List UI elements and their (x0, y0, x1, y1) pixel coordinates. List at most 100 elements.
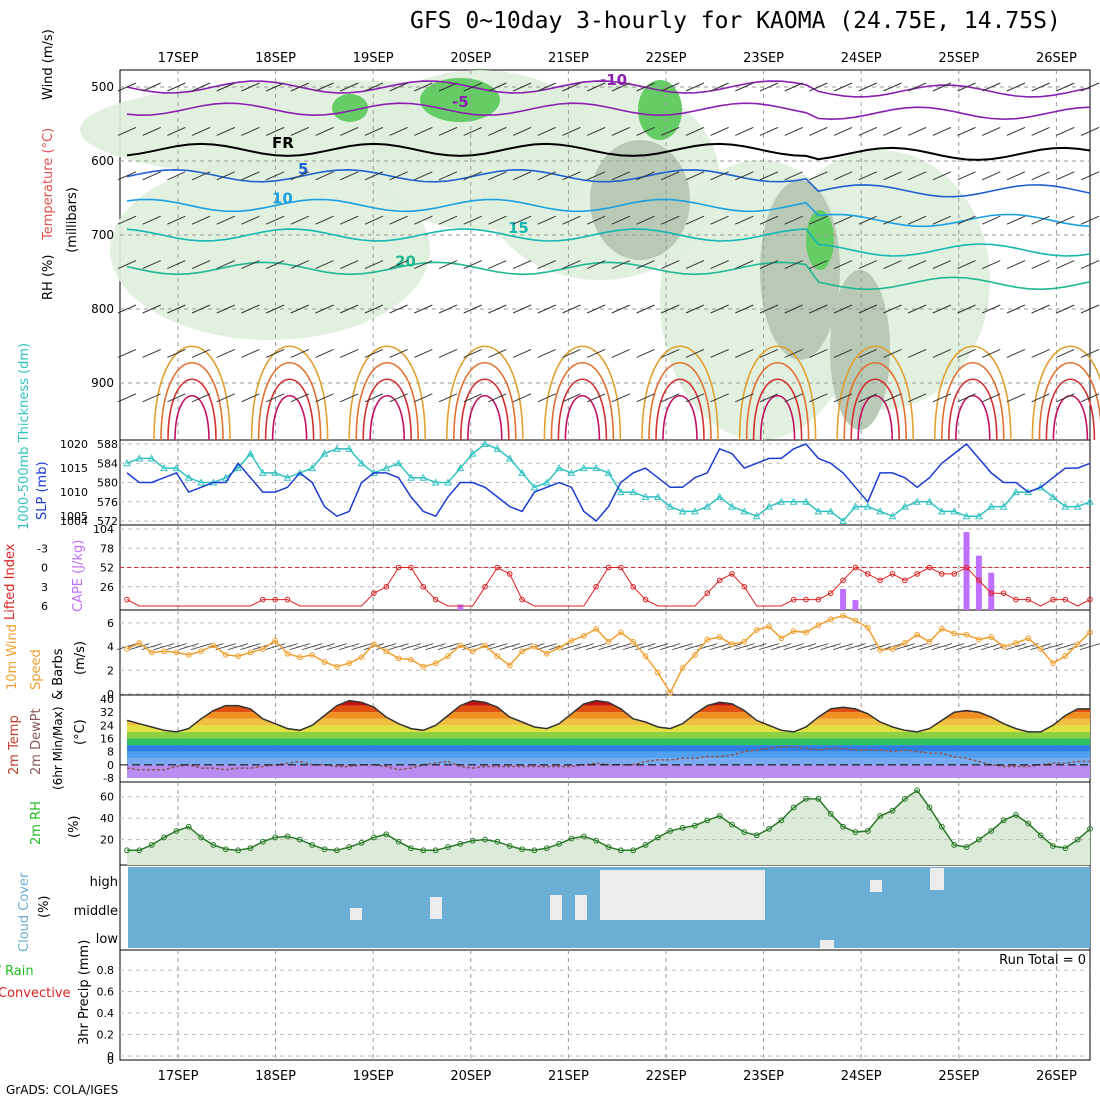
wind-speed-line-point (766, 623, 772, 630)
rh-line-point (346, 844, 353, 850)
wind-speed-line-point (901, 640, 908, 646)
wind-speed-line-point (321, 659, 328, 665)
li-point (1050, 596, 1056, 603)
li-point (420, 583, 427, 590)
wind-barb (809, 82, 828, 92)
wind-speed-line-point (1000, 643, 1007, 650)
rh-line-point (1050, 843, 1056, 849)
rh-line-point (605, 844, 612, 850)
isotherm-warm (543, 345, 622, 441)
wind-barb (364, 126, 384, 136)
wind-barb (512, 82, 532, 92)
wind-barb (833, 215, 853, 225)
y-tick-label: 2 (107, 664, 114, 677)
li-point (272, 596, 278, 603)
isotherm-warm (271, 395, 308, 441)
rh-area-dark (760, 180, 840, 360)
y-tick-label: 26 (100, 581, 114, 594)
y-tick-label: 32 (100, 706, 114, 719)
wind-barb (561, 643, 582, 650)
thickness-line-point (925, 497, 934, 505)
li-point (1025, 596, 1032, 603)
cape-bar (457, 604, 464, 610)
wind-barb (438, 126, 458, 136)
wind-barb (1006, 171, 1026, 181)
thickness-line-point (567, 468, 576, 476)
li-point (889, 571, 896, 577)
wind-barb (241, 304, 260, 314)
x-tick-label-bottom: 22SEP (646, 1069, 687, 1084)
wind-barb (795, 643, 817, 650)
wind-speed-line-point (741, 638, 748, 645)
wind-speed-line-point (506, 662, 513, 669)
wind-barb (1042, 643, 1064, 650)
wind-barb (957, 82, 976, 92)
wind-barb (215, 643, 236, 650)
isotherm-warm (264, 378, 315, 441)
wind-barb (636, 215, 655, 225)
wind-barb (290, 171, 310, 181)
wind-barb (611, 304, 631, 314)
wind-speed-line-point (654, 669, 661, 676)
rh-line-point (1037, 832, 1044, 839)
wind-barb (167, 260, 186, 270)
thickness-line-point (728, 502, 736, 510)
isotherm-label: -10 (600, 71, 627, 89)
wind-barb (735, 393, 754, 403)
y-tick-label: 6 (107, 617, 114, 630)
thickness-line-point (765, 502, 773, 510)
y-tick-label-left: 3 (41, 581, 48, 594)
isotherm-warm (174, 395, 210, 441)
x-tick-label-bottom: 24SEP (841, 1069, 882, 1084)
wind-barb (1056, 171, 1075, 181)
rh-area-dark (830, 270, 890, 430)
thickness-line-point (320, 449, 329, 457)
wind-speed-line-point (309, 651, 316, 658)
rh-line-point (272, 834, 279, 841)
wind-barb (759, 171, 779, 181)
wind-barb (340, 260, 359, 270)
temp-band (127, 725, 1090, 732)
wind-barb (586, 82, 606, 92)
thickness-line-point (863, 502, 872, 510)
rh-line-point (815, 795, 822, 802)
wind-speed-line-point (1074, 641, 1081, 648)
temp-band (127, 731, 1090, 739)
wind-barb (710, 348, 729, 358)
thickness-line-point (839, 516, 847, 524)
wind-barb (290, 215, 310, 225)
isotherm-warm (850, 378, 900, 441)
li-point (877, 577, 883, 584)
x-tick-label-top: 21SEP (548, 51, 589, 66)
wind-barb (858, 260, 877, 270)
li-point (827, 590, 834, 596)
rh-line-point (1013, 812, 1019, 818)
wind-barb (1079, 643, 1100, 650)
wind-barb (833, 260, 853, 270)
thickness-line-point (357, 459, 366, 467)
wind-barb (907, 126, 927, 136)
wind-barb (586, 171, 606, 181)
y-tick-label: 40 (100, 693, 114, 706)
rh-line-point (173, 828, 180, 834)
wind-speed-line-point (408, 656, 414, 663)
wind-barb (191, 260, 211, 270)
y-axis-unit-label: (millibars) (65, 187, 80, 253)
thickness-line-point (950, 507, 959, 515)
rh-line-point (210, 842, 217, 848)
x-tick-label-bottom: 20SEP (450, 1069, 491, 1084)
wind-barb (438, 393, 458, 403)
wind-barb (586, 260, 606, 270)
wind-barb (833, 348, 853, 358)
wind-barb (413, 643, 434, 650)
wind-barb (315, 260, 334, 270)
rh-line-point (235, 847, 242, 854)
wind-speed-line-point (593, 625, 600, 632)
wind-barb (117, 393, 137, 403)
y-tick-label: 52 (100, 562, 114, 575)
y-axis-unit: (°C) (73, 719, 88, 745)
y-tick-label-left: 6 (41, 600, 48, 613)
wind-barb (784, 126, 803, 136)
rh-line-point (1087, 825, 1093, 832)
thickness-line-point (604, 468, 613, 476)
